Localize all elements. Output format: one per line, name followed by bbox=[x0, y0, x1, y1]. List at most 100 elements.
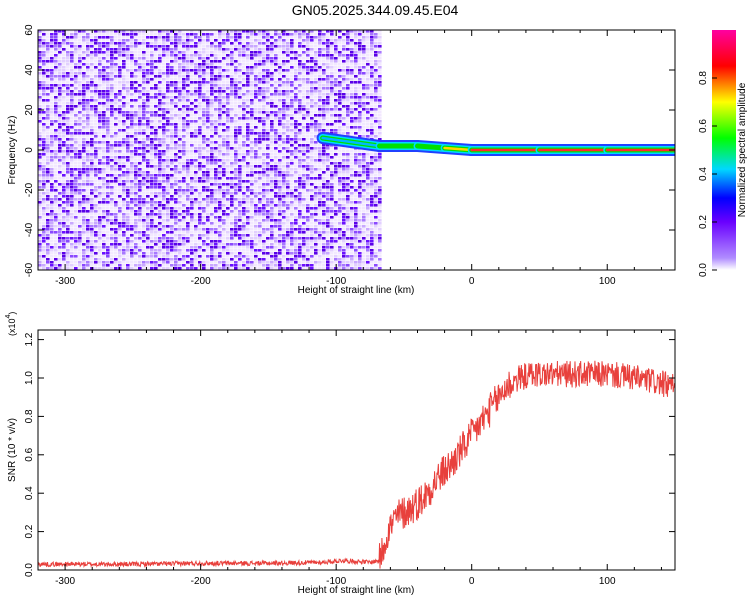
noise-cell bbox=[90, 135, 94, 138]
noise-cell bbox=[178, 87, 182, 90]
noise-cell bbox=[178, 75, 182, 78]
noise-cell bbox=[246, 183, 250, 186]
noise-cell bbox=[274, 99, 278, 102]
noise-cell bbox=[162, 201, 166, 204]
noise-cell bbox=[102, 120, 106, 123]
noise-cell bbox=[114, 177, 118, 180]
noise-cell bbox=[94, 264, 98, 267]
noise-cell bbox=[58, 138, 62, 141]
noise-cell bbox=[250, 264, 254, 267]
noise-cell bbox=[158, 228, 162, 231]
noise-cell bbox=[126, 198, 130, 201]
noise-cell bbox=[246, 171, 250, 174]
noise-cell bbox=[78, 39, 82, 42]
noise-cell bbox=[162, 81, 166, 84]
noise-cell bbox=[234, 120, 238, 123]
noise-cell bbox=[274, 189, 278, 192]
noise-cell bbox=[254, 102, 258, 105]
noise-cell bbox=[238, 132, 242, 135]
noise-cell bbox=[226, 138, 230, 141]
noise-cell bbox=[74, 237, 78, 240]
noise-cell bbox=[178, 141, 182, 144]
noise-cell bbox=[158, 42, 162, 45]
noise-cell bbox=[242, 69, 246, 72]
noise-cell bbox=[150, 258, 154, 261]
noise-cell bbox=[258, 165, 262, 168]
noise-cell bbox=[86, 123, 90, 126]
noise-cell bbox=[222, 258, 226, 261]
noise-cell bbox=[50, 222, 54, 225]
noise-cell bbox=[258, 219, 262, 222]
noise-cell bbox=[214, 249, 218, 252]
noise-cell bbox=[94, 75, 98, 78]
noise-cell bbox=[242, 189, 246, 192]
noise-cell bbox=[94, 258, 98, 261]
noise-cell bbox=[58, 183, 62, 186]
noise-cell bbox=[70, 99, 74, 102]
noise-cell bbox=[210, 213, 214, 216]
noise-cell bbox=[142, 198, 146, 201]
noise-cell bbox=[126, 228, 130, 231]
noise-cell bbox=[254, 225, 258, 228]
noise-cell bbox=[74, 54, 78, 57]
noise-cell bbox=[82, 60, 86, 63]
noise-cell bbox=[262, 198, 266, 201]
noise-cell bbox=[74, 267, 78, 270]
noise-cell bbox=[78, 54, 82, 57]
noise-cell bbox=[122, 246, 126, 249]
noise-cell bbox=[218, 174, 222, 177]
noise-cell bbox=[118, 33, 122, 36]
noise-cell bbox=[54, 111, 58, 114]
noise-cell bbox=[98, 114, 102, 117]
noise-cell bbox=[66, 183, 70, 186]
noise-cell bbox=[282, 66, 286, 69]
noise-cell bbox=[138, 264, 142, 267]
noise-cell bbox=[154, 234, 158, 237]
noise-cell bbox=[102, 177, 106, 180]
noise-cell bbox=[282, 42, 286, 45]
noise-cell bbox=[194, 174, 198, 177]
noise-cell bbox=[154, 261, 158, 264]
noise-cell bbox=[174, 243, 178, 246]
noise-cell bbox=[46, 192, 50, 195]
noise-cell bbox=[198, 42, 202, 45]
noise-cell bbox=[202, 237, 206, 240]
noise-cell bbox=[62, 219, 66, 222]
noise-cell bbox=[250, 75, 254, 78]
noise-cell bbox=[262, 99, 266, 102]
noise-cell bbox=[146, 132, 150, 135]
noise-cell bbox=[158, 141, 162, 144]
noise-cell bbox=[246, 111, 250, 114]
noise-cell bbox=[222, 96, 226, 99]
noise-cell bbox=[270, 192, 274, 195]
noise-cell bbox=[202, 102, 206, 105]
noise-cell bbox=[234, 39, 238, 42]
noise-cell bbox=[170, 126, 174, 129]
noise-cell bbox=[206, 75, 210, 78]
noise-cell bbox=[46, 264, 50, 267]
noise-cell bbox=[154, 120, 158, 123]
noise-cell bbox=[70, 93, 74, 96]
noise-cell bbox=[258, 177, 262, 180]
noise-cell bbox=[42, 177, 46, 180]
noise-cell bbox=[134, 84, 138, 87]
noise-cell bbox=[102, 111, 106, 114]
noise-cell bbox=[102, 165, 106, 168]
noise-cell bbox=[46, 216, 50, 219]
noise-cell bbox=[78, 261, 82, 264]
noise-cell bbox=[122, 33, 126, 36]
noise-cell bbox=[106, 132, 110, 135]
noise-cell bbox=[150, 171, 154, 174]
noise-cell bbox=[278, 75, 282, 78]
noise-cell bbox=[118, 189, 122, 192]
noise-cell bbox=[86, 39, 90, 42]
noise-cell bbox=[282, 243, 286, 246]
noise-cell bbox=[54, 171, 58, 174]
noise-cell bbox=[190, 48, 194, 51]
noise-cell bbox=[142, 90, 146, 93]
noise-cell bbox=[134, 153, 138, 156]
noise-cell bbox=[210, 198, 214, 201]
noise-cell bbox=[262, 33, 266, 36]
noise-cell bbox=[86, 60, 90, 63]
noise-cell bbox=[154, 117, 158, 120]
